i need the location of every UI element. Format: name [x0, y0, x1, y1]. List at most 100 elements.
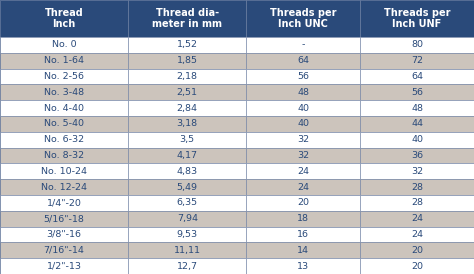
Text: 40: 40: [411, 135, 423, 144]
Bar: [128, 100, 246, 116]
Bar: [360, 258, 474, 274]
Text: 32: 32: [411, 167, 423, 176]
Bar: [246, 68, 360, 84]
Text: 56: 56: [411, 88, 423, 97]
Text: 36: 36: [411, 151, 423, 160]
Text: 72: 72: [411, 56, 423, 65]
Text: 3,18: 3,18: [177, 119, 198, 129]
Bar: [360, 100, 474, 116]
Text: 20: 20: [297, 198, 310, 207]
Text: 12,7: 12,7: [177, 262, 198, 271]
Bar: [128, 37, 246, 53]
Text: 1/2"-13: 1/2"-13: [46, 262, 82, 271]
Text: 4,17: 4,17: [177, 151, 198, 160]
Text: No. 8-32: No. 8-32: [44, 151, 84, 160]
Bar: [128, 148, 246, 163]
Bar: [128, 227, 246, 242]
Text: No. 5-40: No. 5-40: [44, 119, 84, 129]
Bar: [360, 116, 474, 132]
Bar: [0, 258, 128, 274]
Text: 48: 48: [297, 88, 310, 97]
Text: 3,5: 3,5: [180, 135, 195, 144]
Bar: [246, 227, 360, 242]
Text: 24: 24: [411, 214, 423, 223]
Bar: [0, 163, 128, 179]
Text: 14: 14: [297, 246, 310, 255]
Bar: [246, 132, 360, 148]
Bar: [0, 116, 128, 132]
Bar: [128, 84, 246, 100]
Bar: [246, 211, 360, 227]
Text: 7,94: 7,94: [177, 214, 198, 223]
Text: 6,35: 6,35: [177, 198, 198, 207]
Text: No. 2-56: No. 2-56: [44, 72, 84, 81]
Bar: [0, 148, 128, 163]
Bar: [360, 68, 474, 84]
Text: 9,53: 9,53: [177, 230, 198, 239]
Bar: [0, 211, 128, 227]
Text: 2,51: 2,51: [177, 88, 198, 97]
Bar: [360, 242, 474, 258]
Bar: [246, 195, 360, 211]
Text: 5/16"-18: 5/16"-18: [44, 214, 84, 223]
Bar: [360, 195, 474, 211]
Text: No. 12-24: No. 12-24: [41, 182, 87, 192]
Text: 32: 32: [297, 135, 310, 144]
Text: 40: 40: [297, 119, 310, 129]
Bar: [246, 148, 360, 163]
Text: 11,11: 11,11: [174, 246, 201, 255]
Text: 13: 13: [297, 262, 310, 271]
Text: No. 4-40: No. 4-40: [44, 104, 84, 113]
Text: 24: 24: [297, 182, 310, 192]
Text: 4,83: 4,83: [177, 167, 198, 176]
Text: Threads per
Inch UNF: Threads per Inch UNF: [384, 8, 450, 29]
Bar: [0, 179, 128, 195]
Text: 20: 20: [411, 246, 423, 255]
Bar: [246, 163, 360, 179]
Bar: [128, 0, 246, 37]
Text: No. 1-64: No. 1-64: [44, 56, 84, 65]
Bar: [360, 53, 474, 68]
Text: No. 10-24: No. 10-24: [41, 167, 87, 176]
Bar: [246, 37, 360, 53]
Bar: [0, 100, 128, 116]
Bar: [128, 179, 246, 195]
Text: No. 6-32: No. 6-32: [44, 135, 84, 144]
Text: 40: 40: [297, 104, 310, 113]
Bar: [246, 84, 360, 100]
Bar: [128, 211, 246, 227]
Bar: [360, 211, 474, 227]
Text: 28: 28: [411, 182, 423, 192]
Text: 1,85: 1,85: [177, 56, 198, 65]
Text: 44: 44: [411, 119, 423, 129]
Bar: [0, 132, 128, 148]
Bar: [360, 84, 474, 100]
Text: 16: 16: [297, 230, 310, 239]
Bar: [0, 227, 128, 242]
Bar: [246, 258, 360, 274]
Bar: [246, 116, 360, 132]
Text: 1/4"-20: 1/4"-20: [46, 198, 82, 207]
Bar: [128, 53, 246, 68]
Bar: [0, 53, 128, 68]
Text: 3/8"-16: 3/8"-16: [46, 230, 82, 239]
Text: 2,84: 2,84: [177, 104, 198, 113]
Text: 20: 20: [411, 262, 423, 271]
Bar: [0, 37, 128, 53]
Bar: [246, 242, 360, 258]
Bar: [128, 258, 246, 274]
Text: 24: 24: [297, 167, 310, 176]
Text: 24: 24: [411, 230, 423, 239]
Bar: [128, 68, 246, 84]
Bar: [128, 195, 246, 211]
Bar: [246, 0, 360, 37]
Bar: [0, 68, 128, 84]
Text: Thread dia-
meter in mm: Thread dia- meter in mm: [152, 8, 222, 29]
Bar: [0, 242, 128, 258]
Bar: [360, 163, 474, 179]
Text: 1,52: 1,52: [177, 40, 198, 49]
Bar: [360, 179, 474, 195]
Text: No. 0: No. 0: [52, 40, 76, 49]
Bar: [360, 132, 474, 148]
Text: 32: 32: [297, 151, 310, 160]
